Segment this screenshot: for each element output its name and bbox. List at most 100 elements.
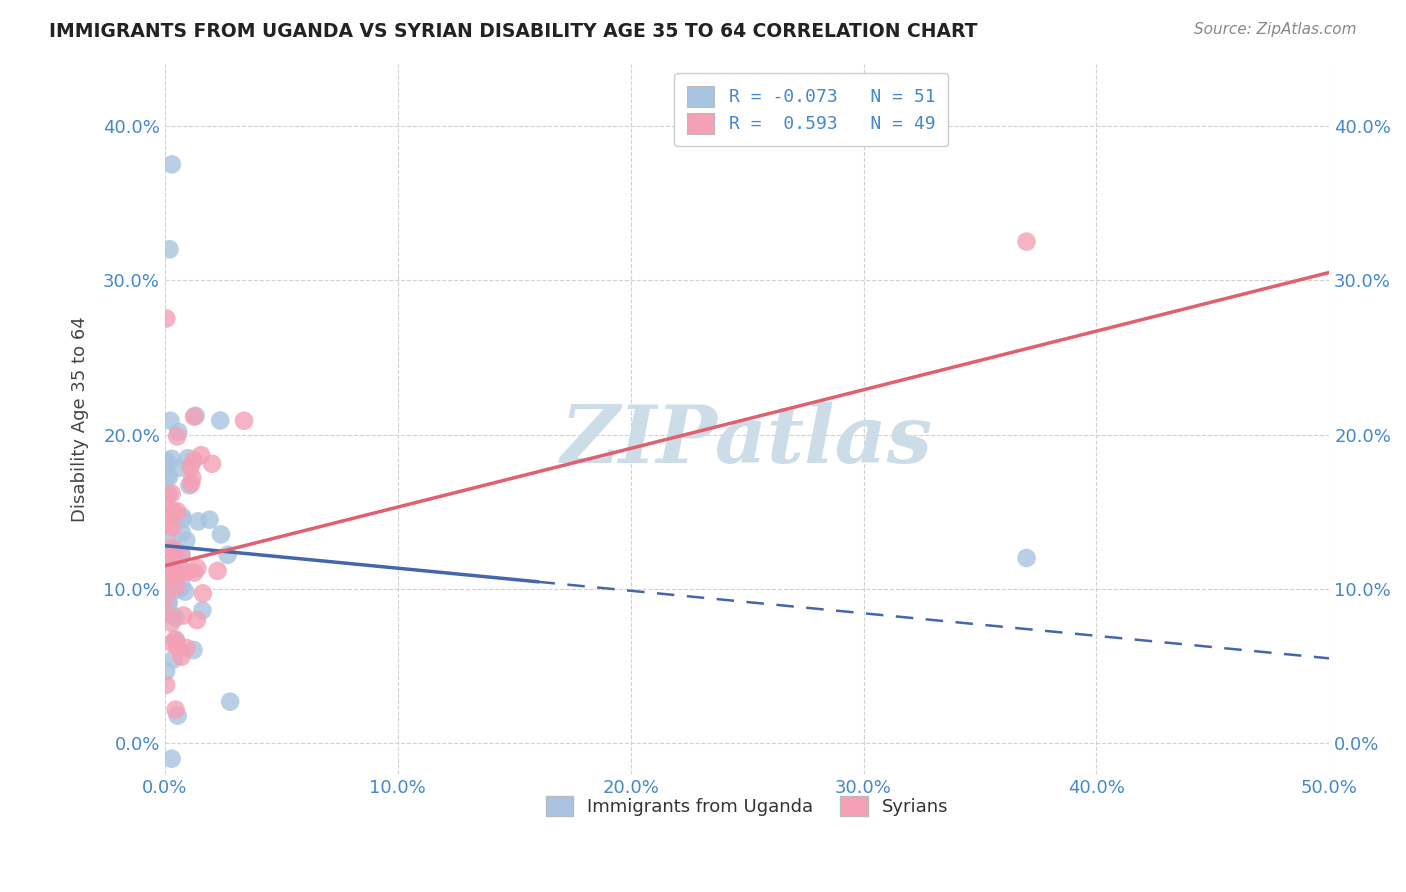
Point xyxy=(191,603,214,617)
Point xyxy=(160,615,183,630)
Point xyxy=(162,652,184,666)
Point xyxy=(177,451,200,466)
Point xyxy=(167,461,190,475)
Point xyxy=(176,640,198,655)
Point xyxy=(156,510,179,524)
Point xyxy=(157,594,180,608)
Point xyxy=(155,605,177,619)
Point xyxy=(163,542,186,557)
Point xyxy=(162,544,184,558)
Point xyxy=(166,504,188,518)
Point xyxy=(183,453,205,467)
Point xyxy=(179,478,201,492)
Point xyxy=(1015,235,1038,249)
Point xyxy=(184,409,207,423)
Point xyxy=(157,566,180,580)
Point xyxy=(219,695,242,709)
Point xyxy=(163,506,186,520)
Point xyxy=(183,409,205,424)
Point xyxy=(160,607,183,622)
Point xyxy=(159,556,181,570)
Point xyxy=(156,531,179,545)
Point xyxy=(160,486,183,500)
Point xyxy=(172,509,194,524)
Point xyxy=(157,566,180,581)
Point xyxy=(155,516,177,531)
Point xyxy=(157,549,180,563)
Text: Source: ZipAtlas.com: Source: ZipAtlas.com xyxy=(1194,22,1357,37)
Point xyxy=(190,448,212,462)
Point xyxy=(170,579,193,593)
Point xyxy=(207,564,229,578)
Point xyxy=(159,242,181,256)
Point xyxy=(160,520,183,534)
Point xyxy=(167,425,190,439)
Point xyxy=(165,703,187,717)
Point xyxy=(170,549,193,563)
Point xyxy=(157,572,180,586)
Point xyxy=(176,565,198,579)
Point xyxy=(167,582,190,597)
Point xyxy=(201,457,224,471)
Point xyxy=(155,558,177,572)
Point xyxy=(166,708,188,723)
Point xyxy=(155,453,177,467)
Point xyxy=(181,471,204,485)
Point xyxy=(166,579,188,593)
Point xyxy=(157,470,180,484)
Point xyxy=(162,555,184,569)
Legend: Immigrants from Uganda, Syrians: Immigrants from Uganda, Syrians xyxy=(537,787,957,825)
Point xyxy=(156,456,179,470)
Point xyxy=(174,584,197,599)
Point xyxy=(157,565,180,579)
Point xyxy=(183,566,205,580)
Point xyxy=(160,566,183,580)
Point xyxy=(209,527,232,541)
Point xyxy=(186,561,208,575)
Point xyxy=(155,588,177,602)
Point xyxy=(198,513,221,527)
Point xyxy=(155,509,177,524)
Point xyxy=(165,565,187,579)
Point xyxy=(180,476,202,491)
Point xyxy=(165,633,187,648)
Point xyxy=(209,413,232,427)
Point xyxy=(160,580,183,594)
Point xyxy=(187,515,209,529)
Point xyxy=(217,548,239,562)
Point xyxy=(157,597,180,611)
Point xyxy=(160,157,183,171)
Point xyxy=(160,451,183,466)
Point xyxy=(159,414,181,428)
Point xyxy=(156,489,179,503)
Point xyxy=(157,487,180,501)
Text: ZIPatlas: ZIPatlas xyxy=(561,401,934,479)
Point xyxy=(156,542,179,557)
Point xyxy=(155,311,177,326)
Point xyxy=(1015,551,1038,566)
Point xyxy=(170,546,193,560)
Point xyxy=(186,613,208,627)
Point xyxy=(157,549,180,563)
Point xyxy=(233,414,256,428)
Point xyxy=(166,640,188,654)
Point xyxy=(183,643,205,657)
Point xyxy=(162,636,184,650)
Point xyxy=(165,632,187,647)
Point xyxy=(170,649,193,664)
Point xyxy=(160,504,183,518)
Y-axis label: Disability Age 35 to 64: Disability Age 35 to 64 xyxy=(72,317,89,522)
Point xyxy=(156,469,179,483)
Point xyxy=(170,525,193,540)
Point xyxy=(166,429,188,443)
Point xyxy=(172,608,194,623)
Point xyxy=(191,586,214,600)
Point xyxy=(160,541,183,555)
Point xyxy=(155,678,177,692)
Point xyxy=(155,665,177,679)
Point xyxy=(170,563,193,577)
Text: IMMIGRANTS FROM UGANDA VS SYRIAN DISABILITY AGE 35 TO 64 CORRELATION CHART: IMMIGRANTS FROM UGANDA VS SYRIAN DISABIL… xyxy=(49,22,977,41)
Point xyxy=(160,752,183,766)
Point xyxy=(165,567,187,582)
Point xyxy=(172,512,194,526)
